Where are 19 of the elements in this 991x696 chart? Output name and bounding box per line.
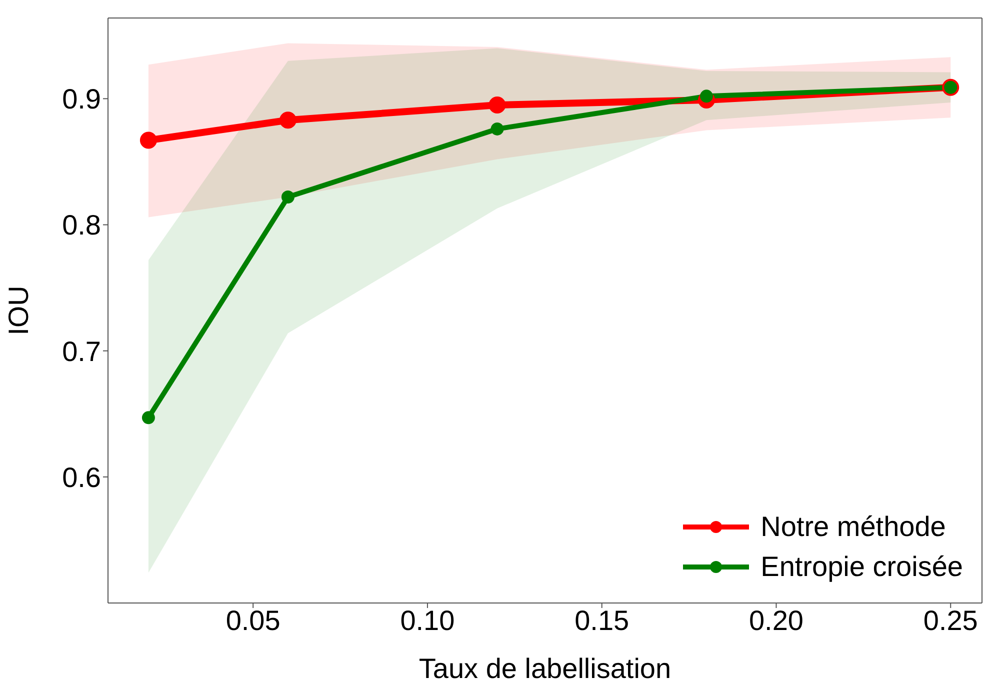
point xyxy=(142,411,155,424)
point xyxy=(140,132,157,149)
y-tick-label: 0.7 xyxy=(62,336,101,367)
point xyxy=(488,96,506,114)
x-tick-label: 0.20 xyxy=(748,604,804,636)
x-tick-label: 0.25 xyxy=(923,604,978,636)
legend-label: Notre méthode xyxy=(760,511,946,543)
point xyxy=(279,112,296,129)
legend-label: Entropie croisée xyxy=(760,551,963,583)
y-tick-label: 0.9 xyxy=(62,84,101,115)
y-tick-label: 0.8 xyxy=(62,210,101,241)
y-axis-title: IOU xyxy=(2,286,34,336)
point xyxy=(490,122,504,136)
y-tick-label: 0.6 xyxy=(62,462,101,493)
point xyxy=(281,190,294,204)
x-tick-label: 0.15 xyxy=(574,604,630,636)
x-tick-label: 0.05 xyxy=(226,604,280,636)
x-tick-label: 0.10 xyxy=(400,604,455,636)
x-axis-title: Taux de labellisation xyxy=(418,653,672,684)
